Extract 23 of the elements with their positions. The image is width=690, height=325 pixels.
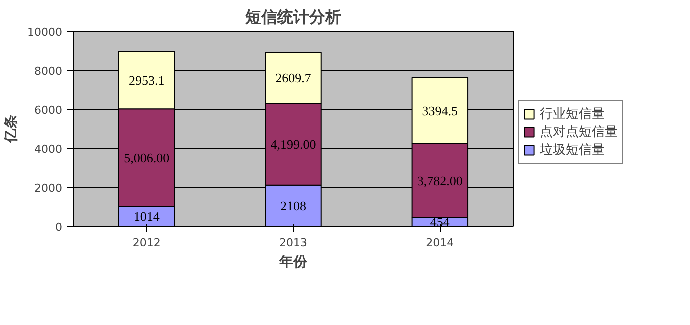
x-axis-title: 年份 [278, 254, 308, 270]
y-tick-label: 2000 [34, 182, 63, 195]
y-tick-label: 8000 [34, 65, 63, 78]
y-tick-label: 0 [56, 221, 62, 234]
x-tick-label: 2013 [280, 236, 308, 250]
y-tick-label: 10000 [28, 26, 63, 39]
data-label: 2953.1 [128, 72, 165, 88]
x-tick-label: 2014 [426, 236, 454, 250]
legend-label: 点对点短信量 [540, 124, 618, 141]
data-label: 3394.5 [422, 103, 458, 118]
legend-label: 垃圾短信量 [540, 142, 605, 159]
x-tick-label: 2012 [132, 236, 161, 250]
data-label: 5,006.00 [124, 150, 170, 166]
chart-title: 短信统计分析 [244, 8, 342, 26]
data-label: 2609.7 [276, 70, 312, 86]
data-label: 2108 [280, 198, 306, 214]
y-tick-label: 4000 [34, 143, 63, 156]
data-label: 3,782.00 [417, 173, 463, 188]
data-label: 1014 [134, 209, 160, 224]
y-axis-title: 亿条 [4, 115, 20, 144]
data-label: 4,199.00 [270, 136, 316, 152]
y-tick-label: 6000 [34, 104, 63, 117]
legend-label: 行业短信量 [540, 106, 605, 123]
